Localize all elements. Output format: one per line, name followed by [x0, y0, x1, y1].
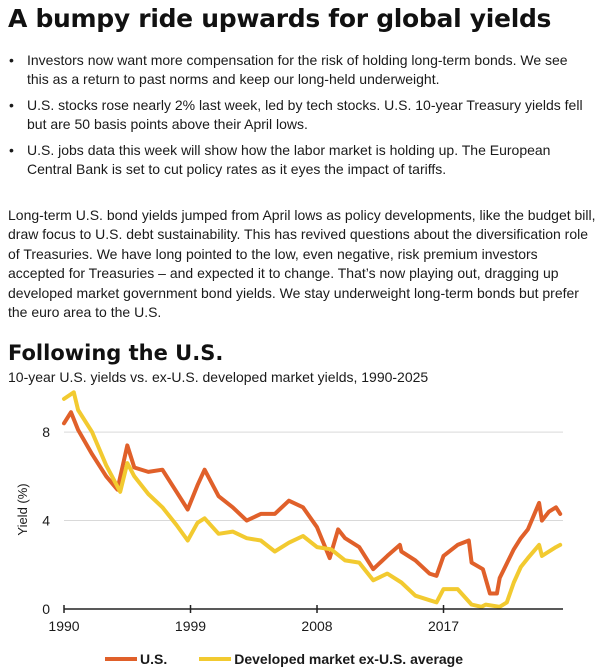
- x-tick-label: 2017: [428, 618, 459, 634]
- y-tick-label: 8: [42, 424, 50, 440]
- body-paragraph: Long-term U.S. bond yields jumped from A…: [8, 207, 596, 321]
- bullet-text: U.S. jobs data this week will show how t…: [27, 142, 551, 177]
- y-tick-label: 4: [42, 513, 50, 529]
- legend-swatch-us: [105, 657, 137, 661]
- legend-item-dm: Developed market ex-U.S. average: [199, 651, 463, 667]
- chart-legend: U.S. Developed market ex-U.S. average: [105, 650, 495, 668]
- x-tick-label: 1999: [175, 618, 206, 634]
- legend-item-us: U.S.: [105, 651, 167, 667]
- bullet-text: U.S. stocks rose nearly 2% last week, le…: [27, 97, 583, 132]
- legend-swatch-dm: [199, 657, 232, 661]
- bullet-symbol: •: [9, 52, 14, 68]
- series-line-us: [62, 410, 563, 596]
- y-axis-label: Yield (%): [15, 483, 30, 535]
- bullet-symbol: •: [9, 97, 14, 113]
- x-tick-label: 2008: [301, 618, 332, 634]
- bullet-list: • Investors now want more compensation f…: [8, 51, 593, 186]
- bullet-item: • Investors now want more compensation f…: [8, 51, 593, 89]
- bullet-item: • U.S. jobs data this week will show how…: [8, 141, 593, 179]
- chart-title: Following the U.S.: [8, 341, 224, 365]
- chart-subtitle: 10-year U.S. yields vs. ex-U.S. develope…: [8, 369, 429, 385]
- y-tick-label: 0: [42, 601, 50, 617]
- x-tick-label: 1990: [48, 618, 79, 634]
- legend-label-dm: Developed market ex-U.S. average: [234, 651, 464, 667]
- bullet-symbol: •: [9, 142, 14, 158]
- headline: A bumpy ride upwards for global yields: [8, 4, 552, 33]
- bullet-item: • U.S. stocks rose nearly 2% last week, …: [8, 96, 593, 134]
- legend-label-us: U.S.: [140, 651, 168, 667]
- series-line-dm: [62, 390, 563, 609]
- bullet-text: Investors now want more compensation for…: [27, 52, 568, 87]
- yield-chart: 0 4 8 Yield (%) 1990 1999 2008 2017: [15, 390, 563, 634]
